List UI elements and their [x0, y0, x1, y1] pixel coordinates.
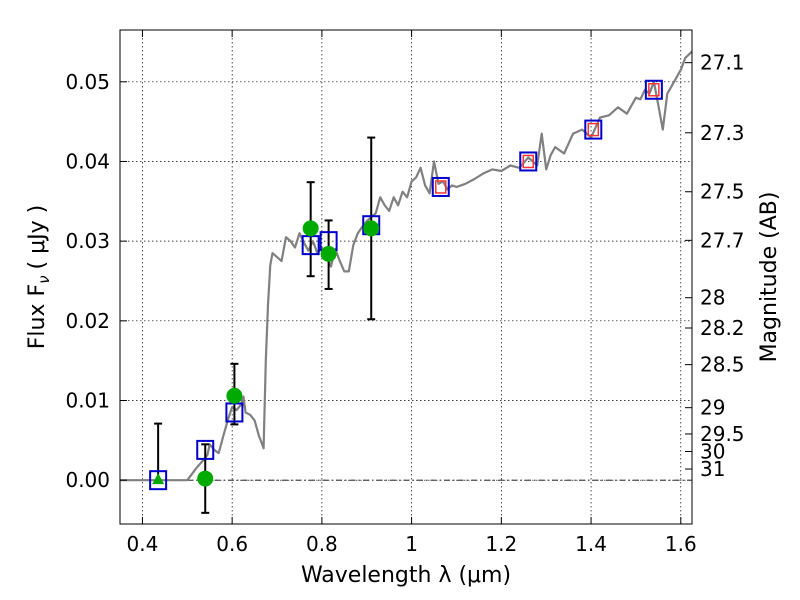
x-axis-ticks: 0.4 0.6 0.8 1 1.2 1.4 1.6 — [127, 30, 697, 556]
model-photometry-inner-square — [435, 180, 447, 194]
model-photometry-square — [584, 119, 603, 140]
observed-photometry-point — [197, 470, 214, 487]
y-tick-label: 0.03 — [65, 229, 110, 253]
y-tick-label: 0.02 — [65, 309, 110, 333]
x-tick-label: 1.4 — [575, 532, 607, 556]
model-photometry-inner-square — [522, 154, 535, 169]
y-tick-label: 0.00 — [65, 468, 110, 492]
observed-photometry-points — [152, 220, 380, 487]
model-photometry-square — [196, 439, 215, 460]
model-photometry-square — [644, 79, 663, 100]
model-photometry-square — [149, 470, 168, 491]
y-tick-label: 0.05 — [65, 70, 110, 94]
model-photometry-square — [431, 176, 450, 197]
magnitude-tick-label: 28.2 — [700, 316, 745, 340]
magnitude-tick-label: 29 — [700, 396, 725, 420]
model-photometry-inner-square — [648, 83, 660, 97]
plot-area — [120, 50, 692, 514]
y-axis-label-subscript: ν — [35, 275, 53, 283]
magnitude-tick-label: 31 — [700, 457, 725, 481]
magnitude-tick-label: 29.5 — [700, 422, 745, 446]
x-tick-label: 1 — [405, 532, 418, 556]
x-tick-label: 0.6 — [216, 532, 248, 556]
y-axis-label: Flux Fν ( μJy ) — [25, 205, 53, 349]
magnitude-tick-label: 28 — [700, 286, 725, 310]
y-tick-label: 0.04 — [65, 149, 110, 173]
magnitude-tick-label: 28.5 — [700, 353, 745, 377]
observed-photometry-point — [363, 220, 380, 237]
observed-photometry-point — [226, 387, 243, 404]
x-tick-label: 0.8 — [306, 532, 338, 556]
y-tick-label: 0.01 — [65, 389, 110, 413]
model-photometry-inner-square — [587, 122, 600, 137]
magnitude-tick-label: 27.3 — [700, 121, 745, 145]
y-axis-label-units: ( μJy ) — [25, 205, 50, 270]
model-photometry-square — [519, 151, 538, 172]
magnitude-tick-label: 27.7 — [700, 228, 745, 252]
observed-photometry-point — [320, 245, 337, 262]
magnitude-tick-label: 27.5 — [700, 180, 745, 204]
plot-frame — [119, 29, 693, 525]
observed-photometry-point — [302, 220, 319, 237]
x-tick-label: 0.4 — [127, 532, 159, 556]
x-axis-label: Wavelength λ (μm) — [301, 563, 511, 588]
y-axis-label-main: Flux F — [25, 284, 50, 349]
magnitude-axis-label: Magnitude (AB) — [757, 192, 782, 363]
upper-limit-triangle — [152, 473, 165, 485]
magnitude-tick-label: 27.1 — [700, 51, 745, 75]
x-tick-label: 1.6 — [665, 532, 697, 556]
model-spectrum-line — [120, 50, 692, 482]
magnitude-tick-label: 30 — [700, 439, 725, 463]
x-tick-label: 1.2 — [485, 532, 517, 556]
y-axis-ticks: 0.00 0.01 0.02 0.03 0.04 0.05 — [65, 70, 127, 492]
